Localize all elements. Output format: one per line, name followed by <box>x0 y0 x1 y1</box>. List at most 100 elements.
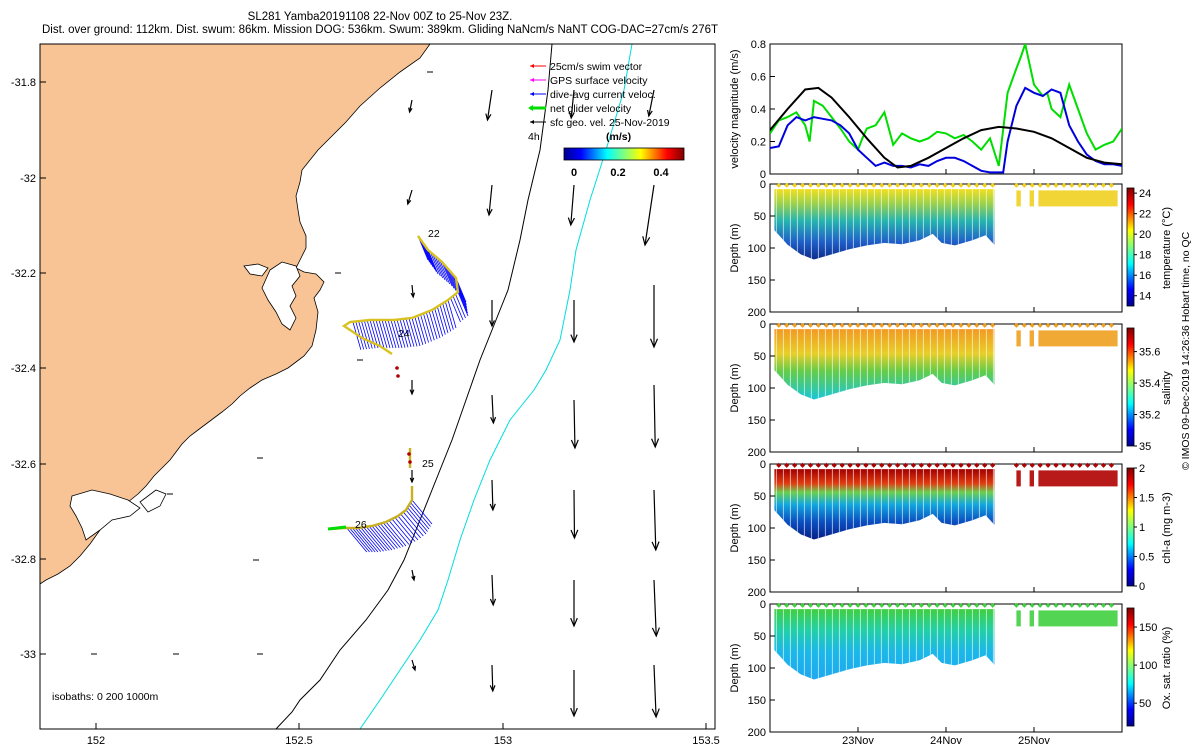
surface-sample <box>863 462 869 468</box>
map-x-tick: 152 <box>87 735 105 747</box>
glider-track-segment-2 <box>329 448 414 531</box>
dac-vector <box>381 319 391 349</box>
legend-label: 25cm/s swim vector <box>550 61 643 73</box>
depth-panel: 0 50 100 150 200 Depth (m) 14 16 18 20 22 24 tempera… <box>729 179 1173 319</box>
surface-sample <box>815 182 821 188</box>
depth-section-data <box>1016 190 1021 207</box>
surface-sample <box>895 602 901 608</box>
geo-arrow <box>573 399 576 449</box>
title-line-2: Dist. over ground: 112km. Dist. swum: 86… <box>41 24 719 36</box>
day-label: 26 <box>355 519 367 531</box>
surface-sample <box>1045 182 1051 188</box>
dac-vector <box>382 522 404 548</box>
credit-text: © IMOS 09-Dec-2019 14:26:36 Hobart time,… <box>1180 231 1192 470</box>
geo-arrow-head <box>570 707 578 718</box>
surface-sample <box>1085 602 1091 608</box>
surface-sample <box>902 182 909 188</box>
dac-vector <box>445 266 457 291</box>
dac-vector <box>452 295 464 321</box>
colorbar-tick: 20 <box>1139 229 1151 241</box>
geo-arrow-head <box>570 617 578 628</box>
colorbar-label: temperature (°C) <box>1161 207 1173 289</box>
dac-vector <box>363 526 384 552</box>
colorbar-label: chl-a (mg m-3) <box>1161 492 1173 564</box>
surface-sample <box>990 602 996 608</box>
depth-section-data <box>1029 330 1034 347</box>
dac-vector <box>357 527 379 553</box>
depth-y-tick: 100 <box>748 523 766 535</box>
dac-vector <box>407 507 428 532</box>
geo-arrow-head <box>490 416 497 425</box>
dac-vector <box>384 319 394 349</box>
surface-sample <box>784 322 790 328</box>
dac-vector <box>431 309 441 339</box>
dac-vector <box>434 255 446 281</box>
legend-item-geo: sfc geo. vel. 25-Nov-2019 <box>530 117 670 129</box>
geo-arrow <box>491 664 494 692</box>
geo-arrow-head <box>410 292 416 299</box>
geo-arrow-head <box>642 236 651 247</box>
surface-sample <box>1077 322 1083 328</box>
geo-arrow <box>653 384 656 448</box>
velocity-panel: 0 0.2 0.4 0.6 0.8 velocity magnitude (m/s) <box>729 39 1123 181</box>
geo-arrow <box>653 579 657 637</box>
depth-y-tick: 150 <box>748 415 766 427</box>
dac-vector <box>423 313 432 342</box>
depth-y-tick: 200 <box>748 307 766 319</box>
surface-sample <box>942 322 948 328</box>
velocity-y-tick: 0.2 <box>751 137 766 149</box>
surface-sample <box>1053 182 1059 188</box>
surface-sample <box>942 462 948 468</box>
dac-vector <box>349 527 370 553</box>
surface-sample <box>966 602 972 608</box>
surface-sample <box>934 462 940 468</box>
net-glider-velocity <box>327 525 347 531</box>
surface-sample <box>823 322 829 328</box>
surface-sample <box>1108 602 1114 608</box>
surface-sample <box>966 462 972 468</box>
depth-panel: 0 50 100 150 200 Depth (m) 50 100 150 Ox. sat. ra… <box>729 599 1173 739</box>
surface-sample <box>910 462 916 468</box>
surface-sample <box>823 462 829 468</box>
velocity-ylabel: velocity magnitude (m/s) <box>729 49 741 168</box>
surface-geostrophic-arrows <box>91 71 660 719</box>
surface-sample <box>950 322 956 328</box>
colorbar-tick: 0.2 <box>610 167 625 179</box>
map-y-tick: -32 <box>20 173 36 185</box>
dac-vector <box>366 526 387 552</box>
geo-arrow-head <box>646 109 653 118</box>
surface-sample <box>776 602 782 608</box>
surface-sample <box>776 462 782 468</box>
surface-sample <box>855 462 861 468</box>
dac-vector <box>397 515 419 541</box>
dac-vector <box>455 293 466 319</box>
surface-sample <box>1029 322 1035 328</box>
dac-vector <box>410 502 431 527</box>
dac-vector <box>439 304 449 334</box>
depth-ylabel: Depth (m) <box>729 504 741 553</box>
isobath-200m <box>275 44 553 729</box>
figure-header: SL281 Yamba20191108 22-Nov 00Z to 25-Nov… <box>0 0 760 40</box>
estuary-inlet <box>243 263 269 277</box>
colorbar-tick: 18 <box>1139 250 1151 262</box>
depth-section-data <box>1016 330 1021 347</box>
surface-sample <box>1037 182 1043 188</box>
estuary-channel <box>139 489 167 513</box>
dac-vector <box>411 317 421 347</box>
depth-y-tick: 0 <box>760 179 766 191</box>
surface-sample <box>1077 462 1083 468</box>
dac-vector <box>436 306 446 335</box>
dac-vector <box>388 520 410 545</box>
depth-colorbar <box>1126 187 1135 307</box>
time-tick: 23Nov <box>842 735 874 747</box>
track-point <box>396 374 400 378</box>
dac-vector <box>414 316 424 345</box>
surface-sample <box>855 322 861 328</box>
map-x-tick: 153 <box>494 735 512 747</box>
surface-sample <box>1100 462 1107 468</box>
depth-y-tick: 200 <box>748 447 766 459</box>
geo-arrow-head <box>485 113 492 122</box>
surface-sample <box>839 602 845 608</box>
depth-section-data <box>1038 470 1118 487</box>
dac-vector <box>378 319 388 349</box>
